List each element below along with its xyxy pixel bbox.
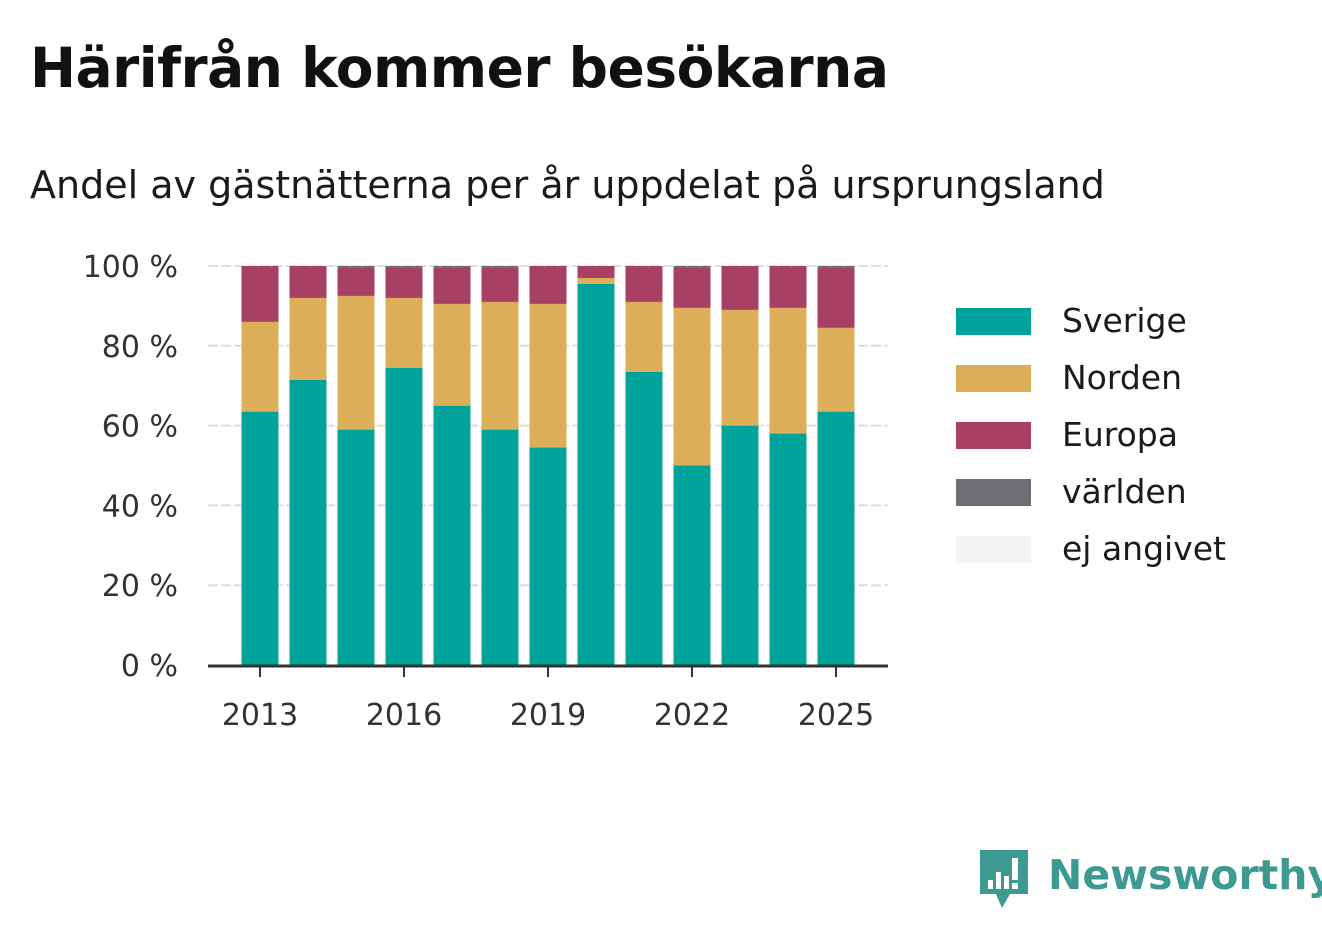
x-tick-label: 2013 bbox=[222, 698, 298, 733]
legend-swatch bbox=[956, 365, 1031, 392]
bar-segment-sverige bbox=[817, 411, 855, 665]
bar-segment-världen bbox=[817, 266, 855, 268]
bar-segment-europa bbox=[769, 266, 807, 308]
bar-segment-norden bbox=[289, 297, 327, 380]
bar-segment-europa bbox=[577, 266, 615, 278]
y-tick-label: 0 % bbox=[121, 649, 178, 684]
bar-segment-europa bbox=[289, 266, 327, 298]
x-axis-ticks: 2013 2016 2019 2022 2025 bbox=[222, 698, 874, 733]
y-tick-label: 60 % bbox=[102, 410, 178, 445]
bar-segment-europa bbox=[241, 266, 279, 322]
newsworthy-chart-icon bbox=[980, 850, 1028, 908]
bar-segment-sverige bbox=[481, 429, 519, 665]
y-tick-label: 20 % bbox=[102, 569, 178, 604]
y-tick-label: 80 % bbox=[102, 330, 178, 365]
bar-segment-sverige bbox=[577, 283, 615, 665]
bar-segment-sverige bbox=[337, 429, 375, 665]
bar-segment-norden bbox=[673, 307, 711, 466]
bar-segment-världen bbox=[337, 266, 375, 268]
bar-segment-sverige bbox=[529, 447, 567, 665]
bar-segment-världen bbox=[433, 266, 471, 268]
bar-segment-sverige bbox=[721, 425, 759, 665]
legend-label: världen bbox=[1062, 472, 1187, 511]
bar-segment-europa bbox=[673, 267, 711, 308]
bar-segment-norden bbox=[481, 301, 519, 430]
bars bbox=[241, 266, 855, 665]
page-subtitle: Andel av gästnätterna per år uppdelat på… bbox=[30, 163, 1105, 207]
y-tick-label: 100 % bbox=[83, 250, 178, 285]
legend-swatch bbox=[956, 536, 1031, 563]
x-tick-label: 2022 bbox=[654, 698, 730, 733]
bar-segment-europa bbox=[529, 266, 567, 304]
legend-label: Norden bbox=[1062, 358, 1183, 397]
bar-segment-världen bbox=[673, 266, 711, 268]
bar-segment-norden bbox=[577, 277, 615, 284]
bar-segment-sverige bbox=[289, 379, 327, 665]
bar-segment-sverige bbox=[385, 367, 423, 665]
bar-segment-sverige bbox=[673, 465, 711, 665]
bar-segment-norden bbox=[337, 295, 375, 430]
bar-segment-europa bbox=[817, 267, 855, 328]
x-tick-label: 2016 bbox=[366, 698, 442, 733]
legend-swatch bbox=[956, 422, 1031, 449]
bar-segment-norden bbox=[529, 303, 567, 448]
bar-segment-sverige bbox=[433, 405, 471, 665]
y-axis-ticks: 0 % 20 % 40 % 60 % 80 % 100 % bbox=[83, 250, 178, 684]
bar-segment-sverige bbox=[625, 371, 663, 665]
bar-segment-norden bbox=[769, 307, 807, 434]
bar-segment-norden bbox=[241, 321, 279, 412]
bar-segment-norden bbox=[433, 303, 471, 406]
page-title: Härifrån kommer besökarna bbox=[30, 36, 889, 100]
legend-label: Europa bbox=[1062, 415, 1178, 454]
bar-segment-sverige bbox=[241, 411, 279, 665]
x-tick-label: 2025 bbox=[798, 698, 874, 733]
legend-swatch bbox=[956, 479, 1031, 506]
bar-segment-sverige bbox=[769, 433, 807, 665]
x-axis bbox=[208, 664, 888, 677]
bar-segment-europa bbox=[337, 267, 375, 296]
bar-segment-europa bbox=[625, 266, 663, 302]
bar-segment-europa bbox=[481, 267, 519, 302]
bar-segment-europa bbox=[385, 267, 423, 298]
bar-segment-norden bbox=[385, 297, 423, 368]
bar-segment-europa bbox=[721, 266, 759, 310]
bar-segment-europa bbox=[433, 267, 471, 304]
legend-label: Sverige bbox=[1062, 301, 1187, 340]
bar-segment-norden bbox=[721, 309, 759, 426]
x-tick-label: 2019 bbox=[510, 698, 586, 733]
legend-label: ej angivet bbox=[1062, 529, 1226, 568]
y-tick-label: 40 % bbox=[102, 489, 178, 524]
bar-segment-norden bbox=[817, 327, 855, 412]
legend-swatch bbox=[956, 308, 1031, 335]
bar-segment-världen bbox=[481, 266, 519, 268]
brand-name: Newsworthy bbox=[1048, 851, 1322, 899]
bar-segment-världen bbox=[385, 266, 423, 268]
bar-segment-norden bbox=[625, 301, 663, 372]
